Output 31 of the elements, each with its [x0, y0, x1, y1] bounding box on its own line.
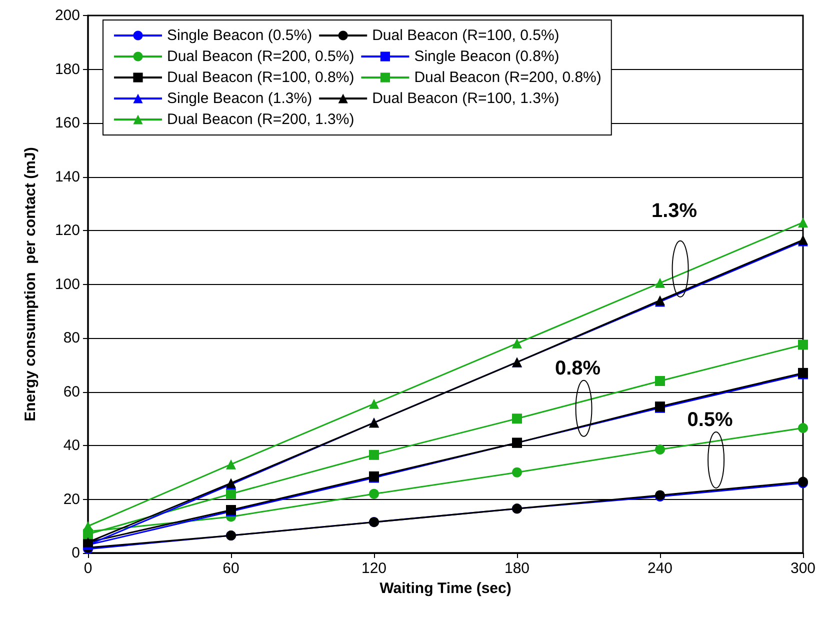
annotation: 0.5% — [687, 408, 734, 431]
legend-label: Dual Beacon (R=200, 0.8%) — [414, 69, 602, 86]
y-tick-label: 140 — [54, 168, 80, 186]
legend-label: Dual Beacon (R=100, 0.8%) — [167, 69, 354, 86]
legend-label: Dual Beacon (R=200, 1.3%) — [167, 111, 354, 128]
x-tick-label: 0 — [84, 560, 92, 577]
y-tick-label: 100 — [54, 276, 80, 293]
y-axis-title: Energy consumption per contact (mJ) — [22, 147, 39, 422]
legend-label: Dual Beacon (R=100, 1.3%) — [372, 90, 560, 107]
x-tick-label: 300 — [790, 560, 816, 577]
x-axis-title: Waiting Time (sec) — [380, 580, 512, 597]
y-tick-label: 40 — [63, 437, 80, 454]
y-tick-label: 180 — [54, 60, 80, 78]
legend-label: Single Beacon (0.5%) — [167, 27, 312, 44]
y-tick-label: 160 — [54, 114, 80, 132]
annotation: 1.3% — [652, 200, 698, 222]
y-tick-label: 200 — [54, 7, 80, 24]
y-tick-label: 80 — [63, 330, 80, 346]
y-tick-label: 120 — [54, 222, 80, 239]
annotation: 0.8% — [554, 357, 601, 380]
legend-label: Dual Beacon (R=100, 0.5%) — [372, 27, 560, 44]
legend-label: Dual Beacon (R=200, 0.5%) — [167, 48, 354, 65]
y-tick-label: 0 — [72, 544, 80, 562]
x-tick-label: 180 — [504, 560, 530, 577]
legend-label: Single Beacon (0.8%) — [414, 48, 560, 65]
y-tick-label: 60 — [63, 383, 80, 400]
x-tick-label: 240 — [647, 560, 673, 577]
y-tick-label: 20 — [63, 490, 80, 508]
x-tick-label: 120 — [361, 560, 387, 577]
legend-label: Single Beacon (1.3%) — [167, 90, 312, 107]
x-tick-label: 60 — [222, 560, 240, 577]
